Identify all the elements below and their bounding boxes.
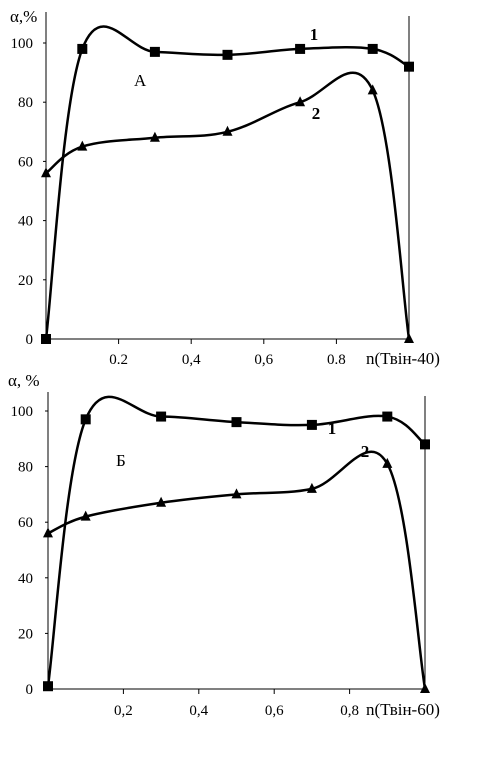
data-point-square xyxy=(43,681,53,692)
x-tick-label: 0.2 xyxy=(109,352,128,368)
y-tick-label: 100 xyxy=(11,404,34,420)
series-label: 1 xyxy=(328,419,337,438)
data-point-square xyxy=(231,417,242,428)
x-axis-label: n(Твін-60) xyxy=(366,700,440,719)
x-tick-label: 0,4 xyxy=(182,352,201,368)
y-axis-label: α,% xyxy=(10,7,37,26)
y-tick-label: 40 xyxy=(18,214,33,230)
panel-label: А xyxy=(134,71,147,90)
data-point-triangle xyxy=(420,683,430,693)
panel-label: Б xyxy=(116,451,126,470)
data-point-square xyxy=(295,43,306,54)
x-tick-label: 0,6 xyxy=(254,352,273,368)
data-point-square xyxy=(222,49,233,60)
x-tick-label: 0,8 xyxy=(340,703,359,719)
x-tick-label: 0,2 xyxy=(114,703,133,719)
y-tick-label: 80 xyxy=(18,460,33,476)
x-axis-label: n(Твін-40) xyxy=(366,349,440,368)
data-point-triangle xyxy=(43,527,53,538)
data-point-triangle xyxy=(77,140,88,151)
data-point-square xyxy=(306,419,317,430)
y-tick-label: 80 xyxy=(18,95,33,111)
data-point-square xyxy=(149,46,160,57)
x-tick-label: 0.8 xyxy=(327,352,346,368)
data-point-square xyxy=(420,439,430,450)
x-tick-label: 0,6 xyxy=(265,703,284,719)
data-point-square xyxy=(80,414,91,425)
y-axis-label: α, % xyxy=(8,371,40,390)
data-point-triangle xyxy=(382,457,393,468)
data-point-triangle xyxy=(41,167,51,178)
series-label: 1 xyxy=(310,25,319,44)
data-point-triangle xyxy=(80,510,91,521)
data-point-triangle xyxy=(149,131,160,142)
y-tick-label: 60 xyxy=(18,154,33,170)
series-line-1 xyxy=(44,25,410,340)
data-point-triangle xyxy=(156,496,167,507)
series-line-1 xyxy=(46,395,426,687)
series-line-2 xyxy=(47,450,427,690)
y-tick-label: 20 xyxy=(18,626,33,642)
series-label: 2 xyxy=(361,442,370,461)
data-point-square xyxy=(156,411,167,422)
y-tick-label: 40 xyxy=(18,571,33,587)
y-tick-label: 0 xyxy=(26,332,34,348)
y-tick-label: 0 xyxy=(26,682,34,698)
x-tick-label: 0,4 xyxy=(189,703,208,719)
y-tick-label: 20 xyxy=(18,273,33,289)
data-point-triangle xyxy=(231,488,242,499)
data-point-triangle xyxy=(295,96,306,107)
y-tick-label: 60 xyxy=(18,515,33,531)
data-point-triangle xyxy=(222,125,233,136)
data-point-triangle xyxy=(306,482,317,493)
data-point-square xyxy=(77,43,88,54)
series-label: 2 xyxy=(312,104,321,123)
data-point-triangle xyxy=(404,333,414,343)
data-point-square xyxy=(404,61,414,72)
data-point-square xyxy=(367,43,378,54)
data-point-square xyxy=(41,334,51,344)
series-line-2 xyxy=(45,71,411,340)
data-point-square xyxy=(382,411,393,422)
y-tick-label: 100 xyxy=(11,36,34,52)
data-point-triangle xyxy=(367,84,378,95)
